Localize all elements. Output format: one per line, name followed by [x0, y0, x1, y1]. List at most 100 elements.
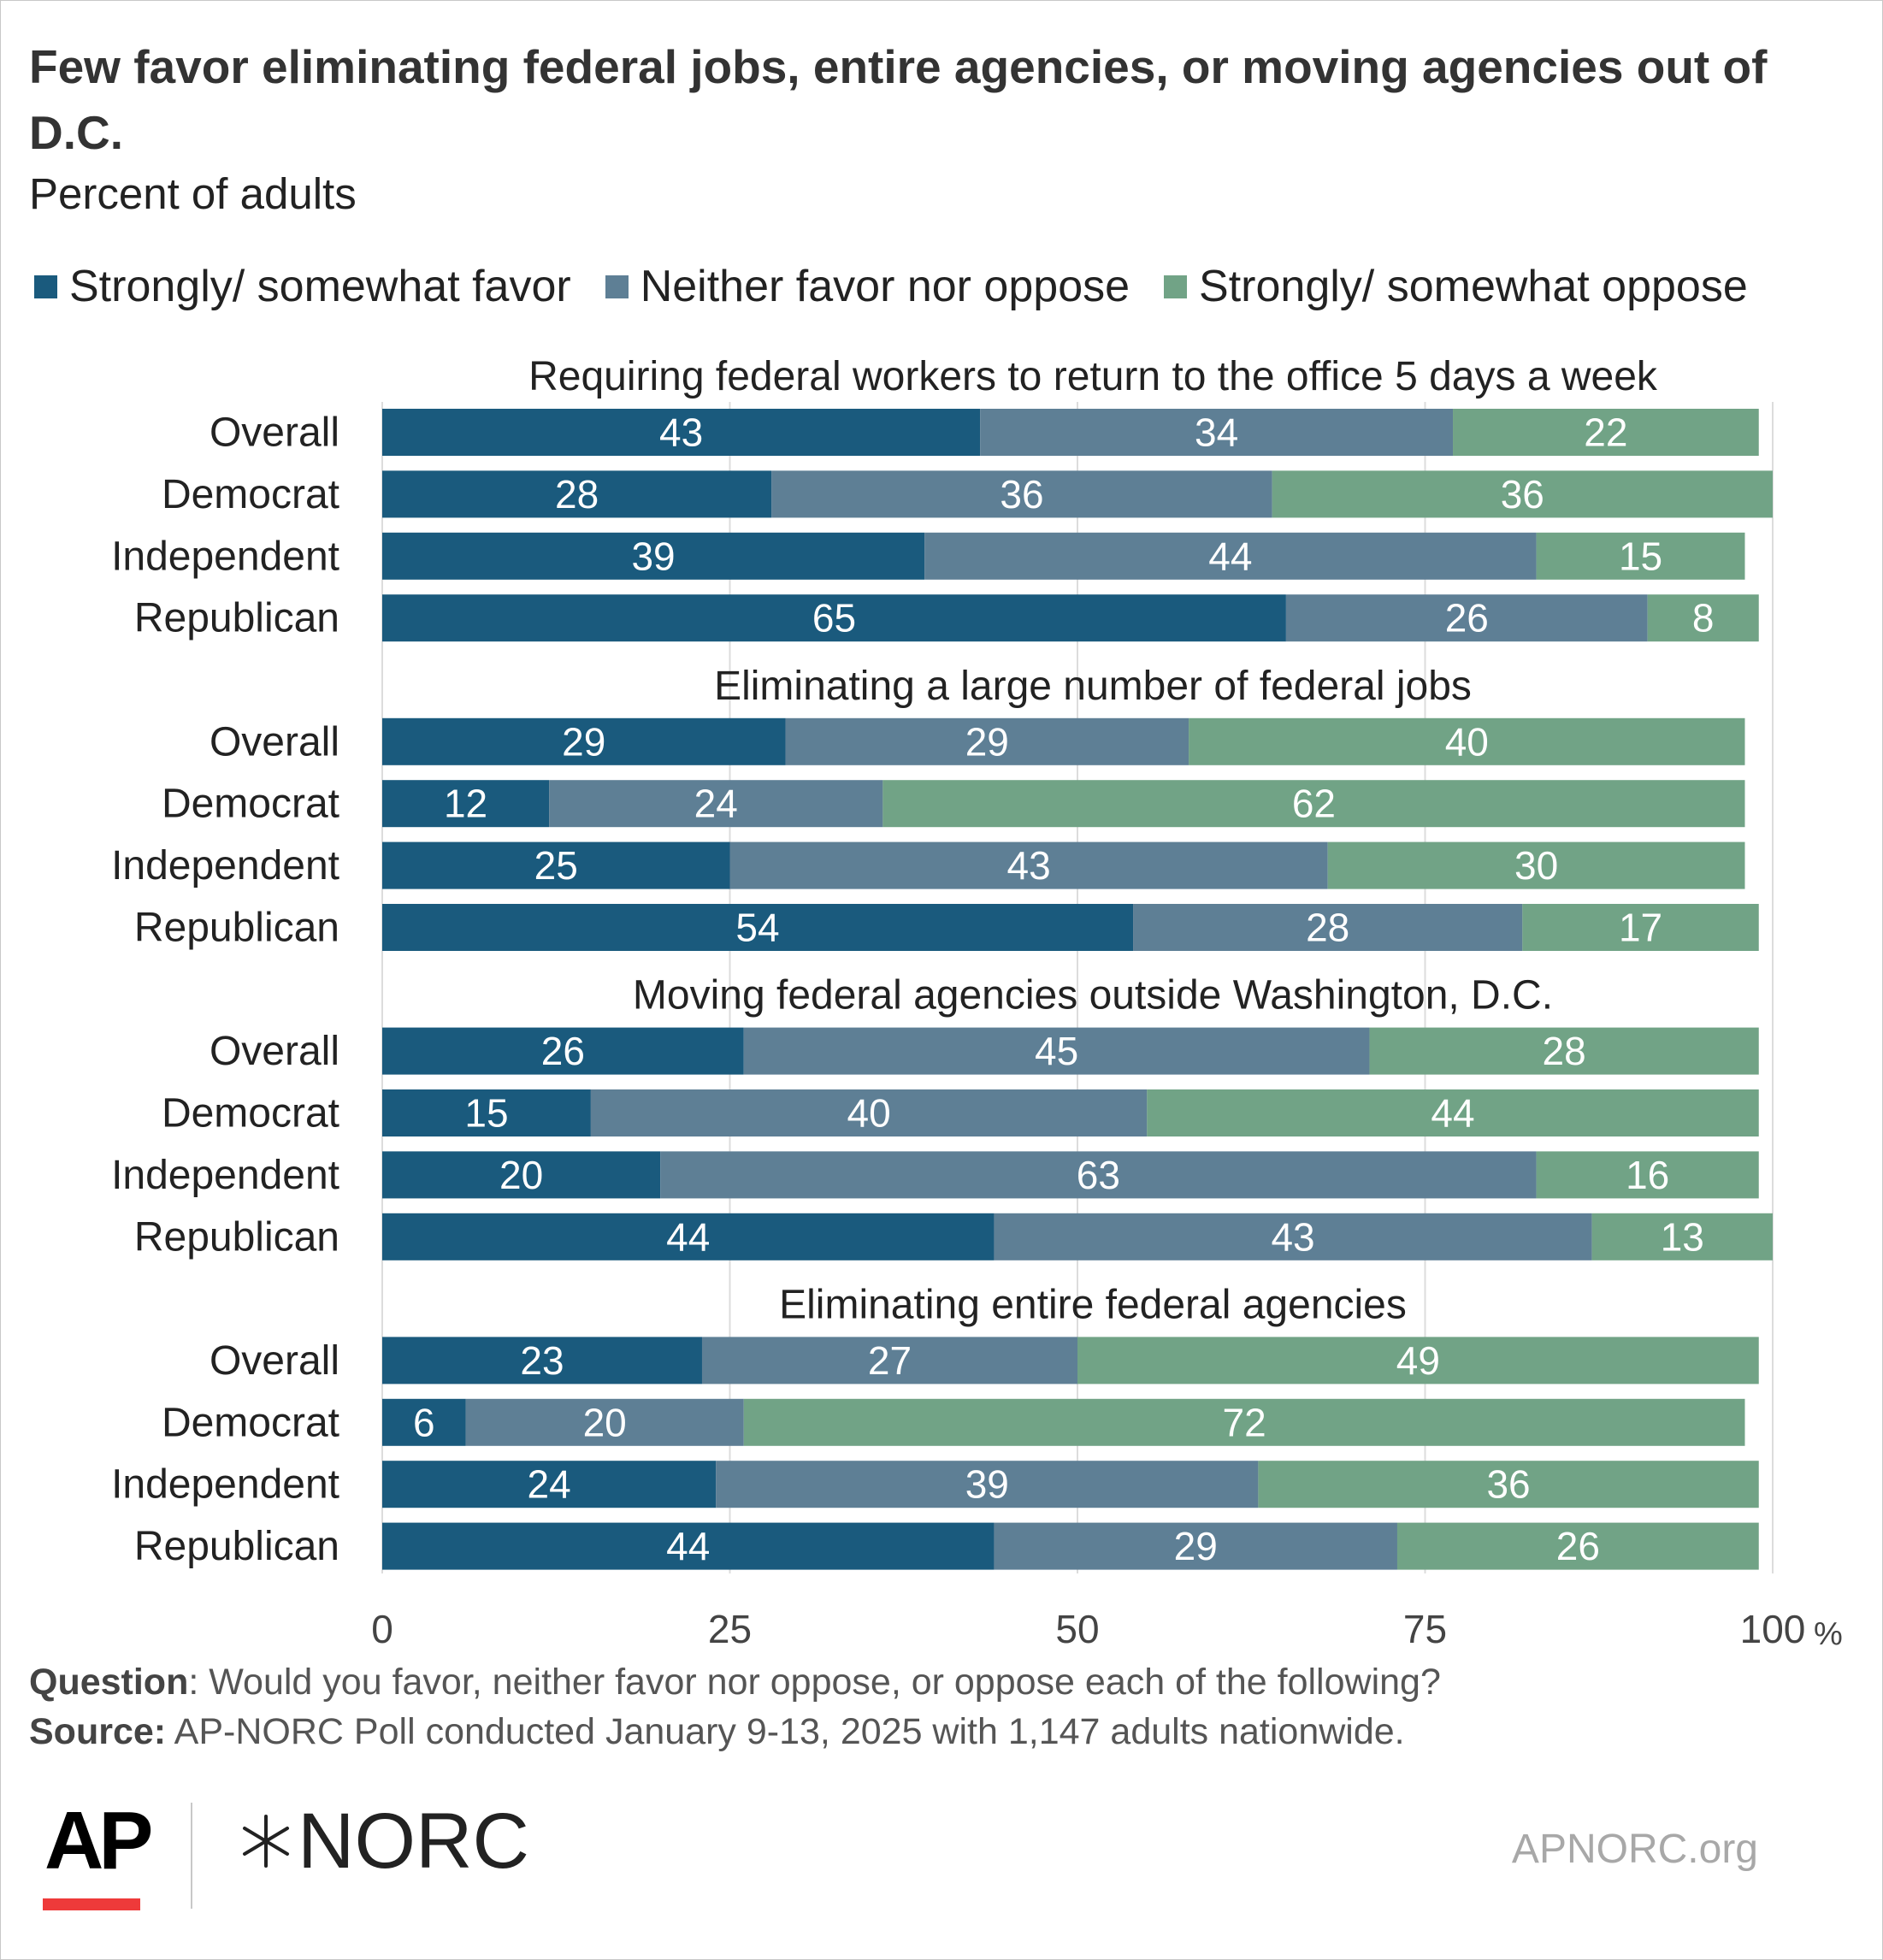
data-label: 49: [1396, 1338, 1440, 1383]
row-label: Independent: [111, 843, 339, 888]
x-tick-label: 50: [1055, 1607, 1099, 1650]
question-text: : Would you favor, neither favor nor opp…: [188, 1662, 1441, 1703]
row-label: Overall: [210, 1338, 339, 1384]
data-label: 22: [1584, 410, 1627, 455]
norc-logo-text: NORC: [298, 1798, 529, 1885]
bar-segment: [701, 1337, 1077, 1384]
data-label: 29: [965, 719, 1009, 764]
question-label: Question: [29, 1662, 189, 1703]
chart-notes: Question: Would you favor, neither favor…: [29, 1657, 1851, 1756]
data-label: 43: [659, 410, 703, 455]
bar-segment: [382, 532, 925, 580]
data-label: 20: [583, 1400, 627, 1444]
row-label: Republican: [134, 1524, 339, 1569]
chart-title: Few favor eliminating federal jobs, enti…: [29, 40, 1768, 159]
bar-segment: [382, 409, 981, 456]
legend-label-favor: Strongly/ somewhat favor: [69, 262, 571, 311]
row-label: Democrat: [162, 1400, 339, 1445]
data-label: 26: [1445, 596, 1489, 641]
legend-item-neither: Neither favor nor oppose: [605, 261, 1130, 312]
data-label: 15: [1619, 534, 1662, 578]
logo-divider: [191, 1803, 192, 1909]
data-label: 6: [413, 1400, 435, 1444]
legend-item-favor: Strongly/ somewhat favor: [34, 261, 571, 312]
bar-segment: [771, 470, 1272, 518]
data-label: 28: [1306, 906, 1349, 950]
bar-segment: [743, 1398, 1745, 1446]
data-label: 28: [555, 472, 599, 517]
data-label: 23: [520, 1338, 564, 1383]
row-label: Overall: [210, 1029, 339, 1074]
bar-segment: [382, 841, 730, 889]
bar-segment: [729, 841, 1328, 889]
x-tick-label: 25: [708, 1607, 752, 1650]
question-note: Question: Would you favor, neither favor…: [29, 1657, 1851, 1707]
bar-segment: [924, 532, 1537, 580]
row-label: Independent: [111, 534, 339, 579]
panel-title: Requiring federal workers to return to t…: [528, 354, 1658, 399]
bar-segment: [382, 470, 772, 518]
bar-segment: [465, 1398, 744, 1446]
bar-segment: [994, 1522, 1397, 1570]
source-text: AP-NORC Poll conducted January 9-13, 202…: [166, 1711, 1405, 1752]
data-label: 25: [534, 843, 578, 888]
bar-segment: [1272, 470, 1773, 518]
chart-subtitle: Percent of adults: [29, 169, 357, 218]
bar-segment: [382, 1461, 717, 1508]
data-label: 65: [812, 596, 856, 641]
legend-swatch-neither: [605, 275, 629, 298]
bar-segment: [1147, 1089, 1759, 1136]
bar-segment: [1536, 532, 1745, 580]
legend-swatch-favor: [34, 275, 57, 298]
ap-logo: AP: [44, 1795, 153, 1886]
source-note: Source: AP-NORC Poll conducted January 9…: [29, 1707, 1851, 1756]
row-label: Democrat: [162, 472, 339, 517]
ap-logo-underline: [43, 1898, 140, 1910]
data-label: 44: [1208, 534, 1252, 578]
bar-segment: [382, 780, 550, 828]
data-label: 24: [528, 1462, 571, 1507]
row-label: Independent: [111, 1462, 339, 1508]
panel-title: Moving federal agencies outside Washingt…: [633, 973, 1553, 1018]
bar-segment: [382, 1213, 995, 1260]
website-link[interactable]: APNORC.org: [1511, 1827, 1758, 1872]
data-label: 40: [847, 1091, 891, 1136]
data-label: 54: [735, 906, 779, 950]
data-label: 34: [1195, 410, 1238, 455]
panel-title: Eliminating a large number of federal jo…: [714, 664, 1472, 709]
bar-segment: [1647, 594, 1759, 642]
bar-segment: [590, 1089, 1148, 1136]
panel-title: Eliminating entire federal agencies: [779, 1282, 1407, 1327]
data-label: 28: [1543, 1029, 1586, 1073]
bar-segment: [716, 1461, 1259, 1508]
data-label: 39: [631, 534, 675, 578]
legend-item-oppose: Strongly/ somewhat oppose: [1164, 261, 1748, 312]
bar-segment: [1327, 841, 1745, 889]
legend-swatch-oppose: [1164, 275, 1188, 298]
x-tick-label: 0: [371, 1607, 393, 1650]
data-label: 26: [1556, 1524, 1600, 1568]
bar-segment: [882, 780, 1745, 828]
data-label: 36: [1000, 472, 1043, 517]
row-label: Overall: [210, 719, 339, 765]
bar-segment: [660, 1151, 1537, 1199]
data-label: 20: [499, 1153, 543, 1197]
data-label: 72: [1223, 1400, 1266, 1444]
row-label: Republican: [134, 596, 339, 641]
bar-segment: [382, 594, 1286, 642]
bar-segment: [994, 1213, 1592, 1260]
data-label: 27: [868, 1338, 912, 1383]
data-label: 43: [1007, 843, 1051, 888]
x-tick-label: 100: [1740, 1607, 1806, 1650]
data-label: 15: [464, 1091, 508, 1136]
data-label: 29: [1174, 1524, 1218, 1568]
norc-star-icon: [243, 1815, 289, 1868]
row-label: Republican: [134, 906, 339, 951]
bar-segment: [1453, 409, 1759, 456]
bar-segment: [382, 717, 786, 765]
data-label: 16: [1626, 1153, 1669, 1197]
row-label: Democrat: [162, 1091, 339, 1136]
bar-segment: [1258, 1461, 1759, 1508]
data-label: 8: [1692, 596, 1715, 641]
row-label: Republican: [134, 1214, 339, 1260]
